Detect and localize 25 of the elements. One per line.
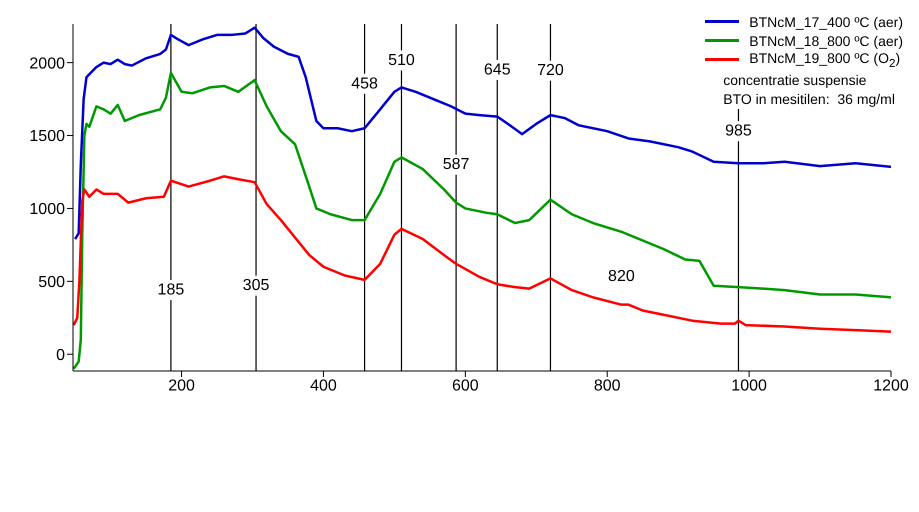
x-tick-label: 400 bbox=[310, 377, 337, 394]
annotation: concentratie suspensie BTO in mesitilen: 36 mg/ml bbox=[723, 71, 896, 109]
annotation: 587 bbox=[442, 156, 470, 174]
y-tick-label: 1000 bbox=[29, 201, 66, 218]
y-tick-label: 0 bbox=[56, 346, 66, 364]
annotation: 185 bbox=[158, 282, 184, 299]
y-tick-label: 1500 bbox=[29, 128, 66, 146]
annotation: 458 bbox=[351, 75, 378, 92]
legend-label: BTNcM_18_800 ºC (aer) bbox=[749, 32, 903, 48]
annotation: 820 bbox=[608, 268, 635, 286]
x-tick-label: 600 bbox=[452, 377, 479, 394]
annotation: 985 bbox=[725, 122, 752, 140]
annotation: 645 bbox=[484, 61, 511, 78]
annotation: 305 bbox=[242, 277, 270, 294]
x-tick-label: 1200 bbox=[873, 377, 909, 394]
legend-label: BTNcM_17_400 ºC (aer) bbox=[749, 14, 903, 30]
annotation: 720 bbox=[537, 62, 564, 80]
x-tick-label: 1000 bbox=[731, 377, 768, 394]
y-tick-label: 500 bbox=[38, 274, 66, 292]
annotation: 510 bbox=[388, 52, 415, 69]
y-tick-label: 2000 bbox=[29, 55, 66, 72]
x-tick-label: 200 bbox=[168, 377, 195, 394]
legend-label: BTNcM_19_800 ºC (O$_{2}$) bbox=[749, 50, 900, 70]
x-tick-label: 800 bbox=[594, 377, 621, 394]
line-series bbox=[73, 175, 891, 333]
